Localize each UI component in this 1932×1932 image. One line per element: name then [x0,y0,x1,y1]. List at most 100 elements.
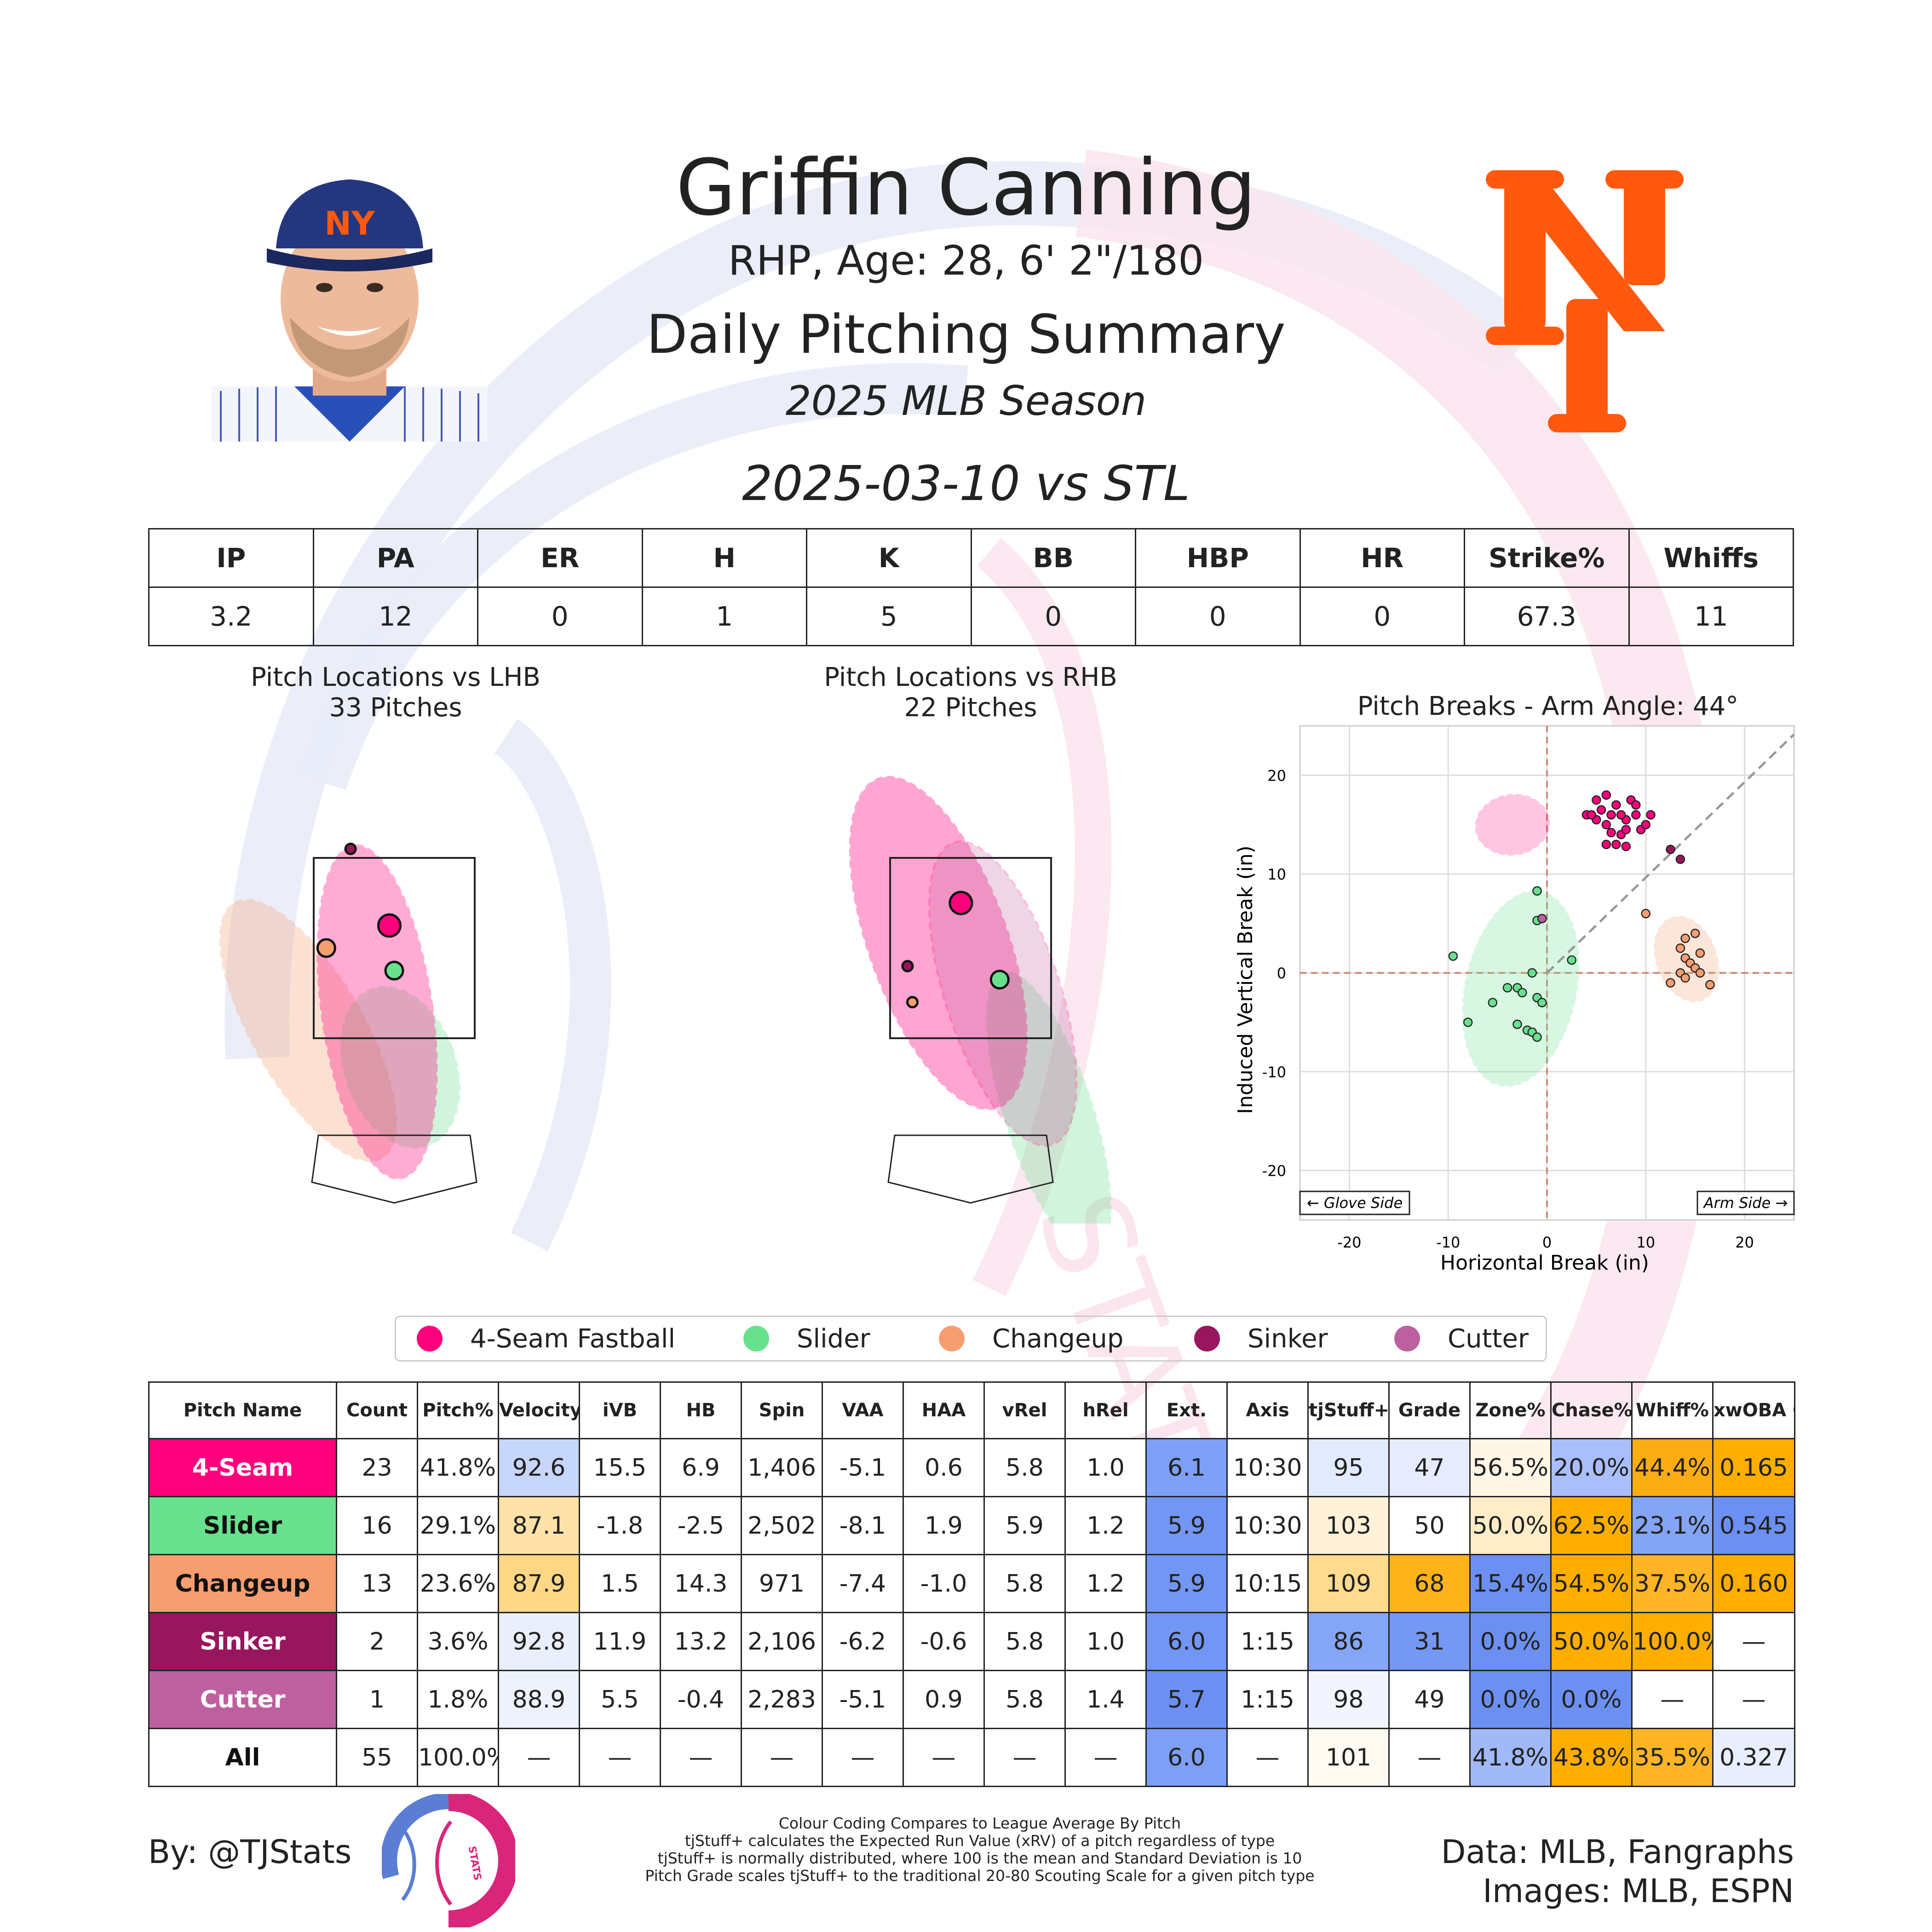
cell-chase: 62.5% [1550,1496,1633,1555]
cell-spin: 971 [741,1554,823,1613]
lhb-pitch-markers [316,842,404,981]
cell-whiff: 23.1% [1631,1496,1714,1555]
pitch-name-cell: All [148,1728,337,1787]
changeup-density-ellipse [219,898,397,1162]
svg-text:NY: NY [324,205,375,242]
stat-header: H [641,528,807,588]
column-header-velocity: Velocity [498,1381,580,1439]
cell-hrel: 1.0 [1064,1438,1147,1497]
slider-swatch [743,1326,769,1351]
cell-vaa: -6.2 [822,1612,904,1671]
cell-velocity: 87.1 [498,1496,580,1555]
cutter-swatch [1394,1326,1420,1351]
cell-count: 13 [336,1554,418,1613]
4-seam-fastball-location-marker [949,891,973,915]
legend-label: Cutter [1448,1323,1529,1354]
table-row: All55100.0%————————6.0—101—41.8%43.8%35.… [148,1728,1795,1787]
cell-zone: 15.4% [1469,1554,1552,1613]
stats-logo-text: STATS [466,1845,483,1881]
column-header-haa: HAA [903,1381,985,1439]
cell-axis: 10:30 [1226,1496,1309,1555]
column-header-xwoba-contact: xwOBA Contact [1712,1381,1795,1439]
tjstats-logo: STATS [382,1794,515,1927]
footnotes: Colour Coding Compares to League Average… [612,1815,1348,1885]
stat-value: 11 [1628,586,1794,646]
glove-side-label: ← Glove Side [1299,1190,1410,1215]
cell-velocity: 92.6 [498,1438,580,1497]
cell-grade: — [1388,1728,1471,1787]
cell-haa: 0.9 [903,1670,985,1729]
player-headshot: NY [212,179,488,442]
cell-vrel: 5.8 [983,1612,1066,1671]
cell-grade: 47 [1388,1438,1471,1497]
stat-header: PA [312,528,478,588]
stat-value: 0 [970,586,1136,646]
stat-value: 5 [806,586,972,646]
x-tick-label: -10 [1436,1234,1460,1251]
cell-grade: 31 [1388,1612,1471,1671]
cell-velocity: 88.9 [498,1670,580,1729]
x-tick-label: -20 [1337,1234,1361,1251]
author-byline: By: @TJStats [148,1833,352,1871]
footnote-line: Pitch Grade scales tjStuff+ to the tradi… [645,1867,1315,1885]
cell-pitch: 1.8% [417,1670,499,1729]
y-axis-label: Induced Vertical Break (in) [1234,845,1257,1114]
table-row: Sinker 2 3.6% 92.8 11.9 13.2 2,106 -6.2 -0.6 5.8 1… [148,1612,1795,1671]
cell-zone: 0.0% [1469,1612,1552,1671]
table-row: Changeup 13 23.6% 87.9 1.5 14.3 971 -7.4 -1.0 5.8… [148,1554,1795,1613]
stat-value: 0 [1135,586,1301,646]
legend-label: 4-Seam Fastball [470,1323,676,1354]
rhb-pitch-count: 22 Pitches [904,693,1037,723]
cell-pitch: 100.0% [417,1728,499,1787]
cell-zone: 41.8% [1469,1728,1552,1787]
cell-axis: 1:15 [1226,1612,1309,1671]
4-seam-fastball-break-point [1611,800,1621,810]
data-credit: Data: MLB, Fangraphs [1441,1833,1794,1871]
cell-xwoba-contact: 0.165 [1712,1438,1795,1497]
y-tick-label: 20 [1267,767,1286,784]
cell-vrel: — [983,1728,1066,1787]
cell-ext: 6.0 [1145,1728,1228,1787]
player-bio: RHP, Age: 28, 6' 2"/180 [728,237,1204,284]
game-stats-value-row: 3.2 12 0 1 5 0 0 0 67.3 11 [148,586,1794,646]
cell-pitch: 23.6% [417,1554,499,1613]
pitch-name-cell: Cutter [148,1670,337,1729]
column-header-pitch-name: Pitch Name [148,1381,337,1439]
cell-vrel: 5.9 [983,1496,1066,1555]
slider-break-point [1488,998,1498,1007]
column-header-vaa: VAA [822,1381,904,1439]
cell-tjstuff: 109 [1307,1554,1390,1613]
cell-whiff: 35.5% [1631,1728,1714,1787]
cell-vrel: 5.8 [983,1554,1066,1613]
cell-velocity: — [498,1728,580,1787]
footnote-line: tjStuff+ calculates the Expected Run Val… [684,1832,1275,1850]
cell-axis: 10:30 [1226,1438,1309,1497]
cell-hrel: 1.2 [1064,1554,1147,1613]
slider-location-marker [989,970,1010,990]
cell-axis: 10:15 [1226,1554,1309,1613]
4-seam-fastball-break-point [1646,810,1656,820]
cell-count: 55 [336,1728,418,1787]
cell-whiff: 37.5% [1631,1554,1714,1613]
cell-tjstuff: 95 [1307,1438,1390,1497]
legend-item: Sinker [1194,1317,1328,1360]
home-plate [311,1134,477,1204]
changeup-break-point [1695,948,1705,958]
4-seam-fastball-break-point [1621,825,1631,834]
column-header-zone: Zone% [1469,1381,1552,1439]
stat-value: 1 [641,586,807,646]
4-seam-fastball-break-point [1611,840,1621,850]
stat-header: BB [970,528,1136,588]
lhb-chart-title: Pitch Locations vs LHB 33 Pitches [212,662,580,723]
cell-zone: 56.5% [1469,1438,1552,1497]
cell-pitch: 41.8% [417,1438,499,1497]
home-plate [887,1134,1054,1204]
cell-grade: 50 [1388,1496,1471,1555]
cell-spin: 2,283 [741,1670,823,1729]
cell-pitch: 29.1% [417,1496,499,1555]
table-row: 4-Seam 23 41.8% 92.6 15.5 6.9 1,406 -5.1 0.6 5.8 1… [148,1438,1795,1497]
cell-chase: 50.0% [1550,1612,1633,1671]
column-header-tjstuff: tjStuff+ [1307,1381,1390,1439]
stat-value: 0 [1299,586,1465,646]
slider-break-point [1532,886,1542,896]
